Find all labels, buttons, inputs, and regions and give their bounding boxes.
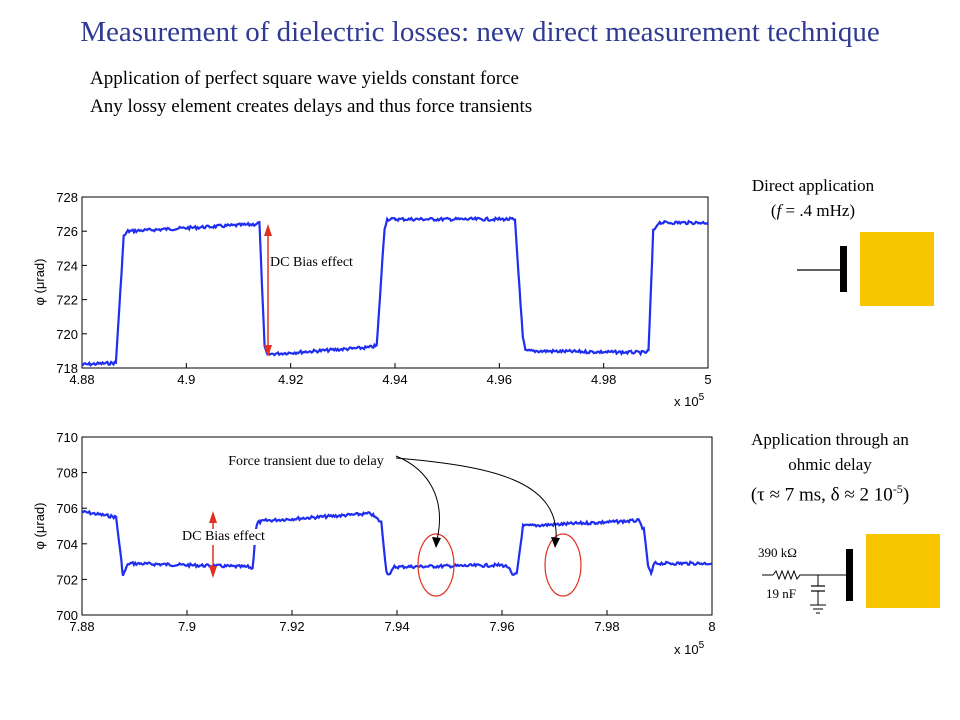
chart-bottom-annotation-transient: Force transient due to delay (218, 451, 394, 472)
chart-top-arrowhead-down (264, 345, 272, 357)
chart-top: 4.88 4.9 4.92 4.94 4.96 4.98 5 718 720 722 724 726 7… (32, 190, 712, 409)
chart-bottom-xlabel-multiplier: x 105 (674, 640, 705, 657)
chart-top-xtick-label: 4.88 (69, 372, 94, 387)
chart-top-xtick-label: 4.96 (487, 372, 512, 387)
chart-bottom-ytick-label: 710 (56, 430, 78, 445)
transient-pointer-1 (395, 455, 440, 541)
chart-top-xlabel-multiplier: x 105 (674, 392, 705, 409)
direct-plate (840, 246, 847, 292)
ohmic-schematic (762, 534, 940, 614)
transient-circle-1 (417, 533, 455, 597)
chart-top-ylabel: φ (μrad) (32, 259, 47, 306)
transient-pointer-1-head (432, 537, 441, 548)
chart-top-xtick-label: 4.98 (591, 372, 616, 387)
chart-top-ticks: 4.88 4.9 4.92 4.94 4.96 4.98 5 718 720 722 724 726 7… (56, 190, 711, 387)
capacitor-label: 19 nF (766, 586, 796, 601)
direct-electrode (860, 232, 934, 306)
chart-top-xlabel-base: x 10 (674, 394, 699, 409)
chart-bottom-xtick-label: 7.92 (279, 619, 304, 634)
chart-bottom: 7.88 7.9 7.92 7.94 7.96 7.98 8 700 702 704 706 708 7… (32, 430, 716, 657)
chart-bottom-xtick-label: 8 (708, 619, 715, 634)
chart-bottom-xtick-label: 7.88 (69, 619, 94, 634)
ohmic-title-line-1: Application through an (751, 430, 909, 449)
ohmic-params-exp: -5 (892, 482, 903, 496)
slide-title: Measurement of dielectric losses: new di… (80, 16, 880, 48)
chart-top-trace (81, 215, 709, 367)
chart-top-ytick-label: 720 (56, 327, 78, 342)
chart-bottom-ytick-label: 704 (56, 537, 78, 552)
freq-rest: = .4 mHz) (781, 201, 856, 220)
transient-circle-2 (544, 533, 582, 597)
ohmic-electrode (866, 534, 940, 608)
chart-bottom-xtick-label: 7.94 (384, 619, 409, 634)
chart-top-annotation: DC Bias effect (270, 255, 353, 271)
chart-bottom-xtick-label: 7.9 (178, 619, 196, 634)
chart-top-xtick-label: 4.9 (177, 372, 195, 387)
ohmic-title-line-2: ohmic delay (788, 455, 872, 474)
freq-open: ( (770, 201, 777, 220)
chart-top-xtick-label: 4.94 (382, 372, 407, 387)
chart-bottom-ytick-label: 700 (56, 608, 78, 623)
subtitle-line-1: Application of perfect square wave yield… (90, 68, 519, 89)
chart-bottom-ylabel: φ (μrad) (32, 503, 47, 550)
chart-top-arrowhead-up (264, 224, 272, 236)
ohmic-parameters: (τ ≈ 7 ms, δ ≈ 2 10-5) (712, 482, 948, 506)
resistor-label: 390 kΩ (758, 545, 797, 560)
ohmic-plate (846, 549, 853, 601)
direct-application-title: Direct application (751, 176, 875, 195)
chart-top-ytick-label: 718 (56, 361, 78, 376)
chart-bottom-xlabel-base: x 10 (674, 642, 699, 657)
ohmic-params-text: (τ ≈ 7 ms, δ ≈ 2 10 (750, 484, 893, 506)
subtitle-line-2: Any lossy element creates delays and thu… (90, 96, 533, 117)
chart-bottom-xlabel-exp: 5 (699, 640, 705, 651)
chart-top-ytick-label: 728 (56, 190, 78, 205)
chart-bottom-arrowhead-down (209, 566, 217, 578)
chart-bottom-trace (81, 509, 713, 577)
direct-schematic (797, 232, 934, 306)
chart-top-ytick-label: 724 (56, 258, 78, 273)
chart-top-xlabel-exp: 5 (699, 392, 705, 403)
chart-top-ytick-label: 726 (56, 224, 78, 239)
chart-bottom-ytick-label: 702 (56, 572, 78, 587)
chart-bottom-ticks: 7.88 7.9 7.92 7.94 7.96 7.98 8 700 702 704 706 708 7… (56, 430, 715, 634)
resistor-icon (772, 569, 804, 581)
transient-pointer-2 (395, 457, 557, 541)
chart-top-xtick-label: 5 (704, 372, 711, 387)
chart-bottom-arrowhead-up (209, 511, 217, 523)
chart-top-ytick-label: 722 (56, 293, 78, 308)
chart-bottom-frame (81, 436, 713, 616)
freq-var: f (776, 201, 782, 220)
transient-pointer-2-head (551, 537, 560, 548)
chart-bottom-xtick-label: 7.98 (594, 619, 619, 634)
chart-top-xtick-label: 4.92 (278, 372, 303, 387)
chart-bottom-ytick-label: 708 (56, 466, 78, 481)
chart-bottom-ytick-label: 706 (56, 501, 78, 516)
chart-bottom-annotation-dc-bias: DC Bias effect (182, 529, 265, 545)
direct-application-frequency: (f = .4 mHz) (718, 201, 908, 221)
chart-top-frame (81, 196, 709, 369)
ohmic-params-close: ) (902, 484, 910, 506)
chart-bottom-xtick-label: 7.96 (489, 619, 514, 634)
